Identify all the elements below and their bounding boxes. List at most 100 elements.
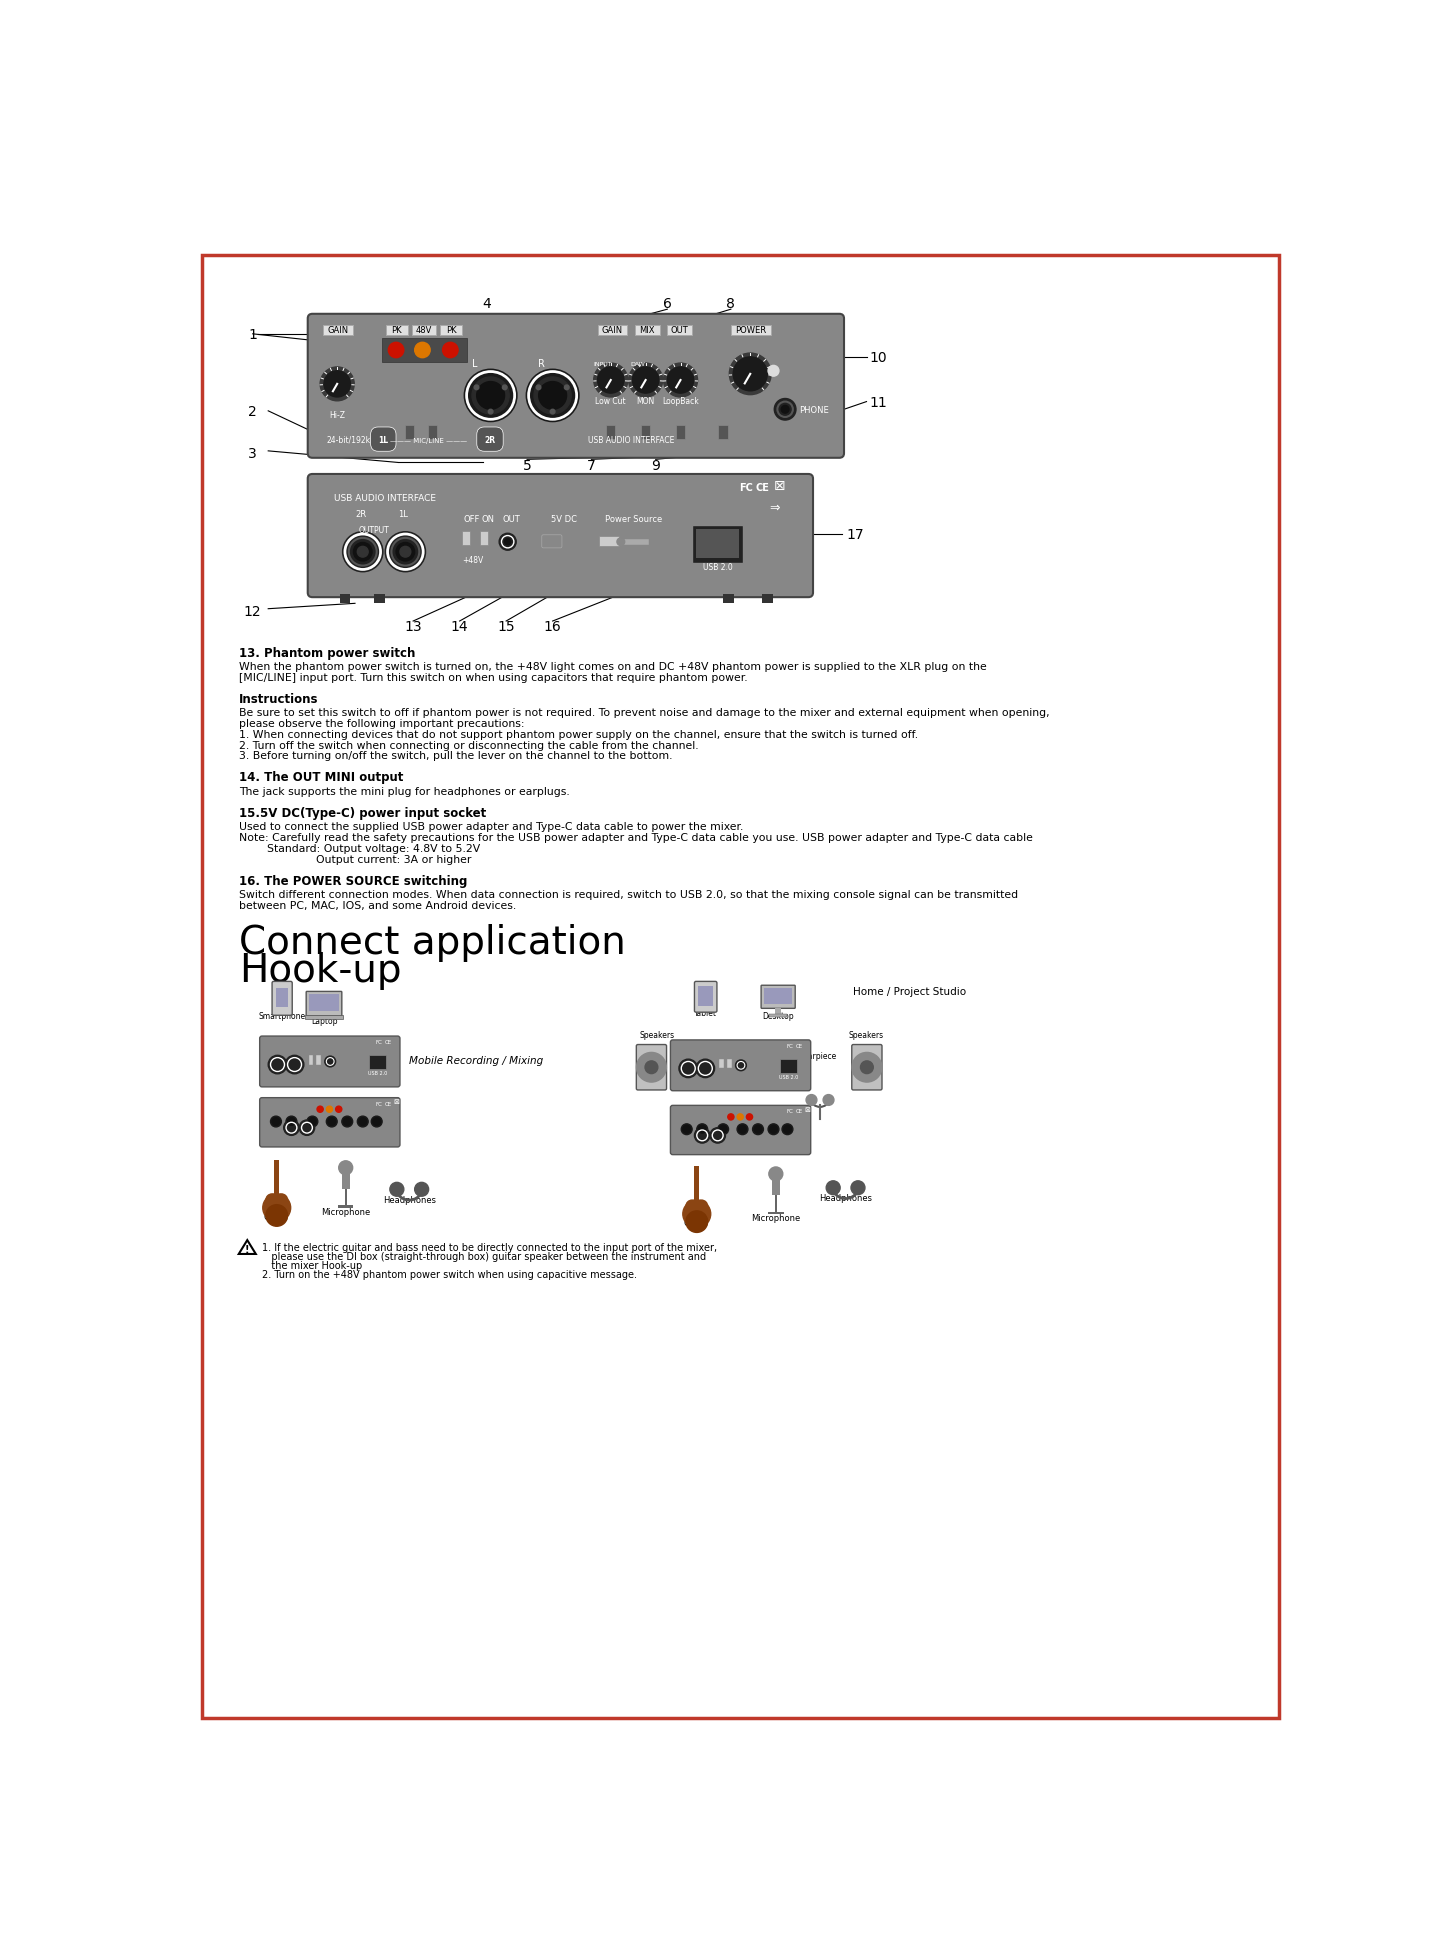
- Bar: [668, 325, 692, 336]
- Bar: [600, 538, 618, 547]
- Text: ⊠: ⊠: [393, 1099, 400, 1105]
- Circle shape: [663, 364, 698, 397]
- Circle shape: [266, 1204, 288, 1226]
- Circle shape: [598, 368, 624, 393]
- Text: Hi-Z: Hi-Z: [329, 411, 345, 420]
- Circle shape: [263, 1195, 290, 1222]
- Bar: [769, 1015, 788, 1017]
- Text: 6: 6: [663, 297, 672, 311]
- Circle shape: [783, 1126, 792, 1134]
- Text: INPUT: INPUT: [594, 362, 613, 366]
- Text: CE: CE: [386, 1101, 393, 1107]
- FancyBboxPatch shape: [308, 315, 844, 459]
- Circle shape: [270, 1116, 282, 1128]
- Text: 1. If the electric guitar and bass need to be directly connected to the input po: 1. If the electric guitar and bass need …: [262, 1241, 717, 1251]
- Text: LoopBack: LoopBack: [662, 397, 699, 407]
- Bar: [340, 594, 350, 604]
- Circle shape: [733, 358, 767, 391]
- Text: Guitar: Guitar: [263, 1212, 290, 1222]
- Text: 10: 10: [870, 350, 887, 366]
- Circle shape: [698, 1126, 707, 1134]
- Circle shape: [342, 532, 383, 573]
- Circle shape: [824, 1095, 834, 1107]
- FancyBboxPatch shape: [306, 991, 342, 1017]
- Circle shape: [681, 1124, 692, 1136]
- Circle shape: [683, 1126, 691, 1134]
- Text: Power Source: Power Source: [605, 514, 663, 524]
- Text: ⊠: ⊠: [805, 1107, 811, 1112]
- Circle shape: [718, 1124, 728, 1136]
- Bar: [698, 987, 712, 1007]
- Circle shape: [324, 371, 350, 397]
- Text: 5V DC: 5V DC: [551, 514, 577, 524]
- Circle shape: [686, 1212, 708, 1234]
- Text: 15.5V DC(Type-C) power input socket: 15.5V DC(Type-C) power input socket: [238, 805, 486, 819]
- Bar: [338, 1206, 354, 1208]
- FancyBboxPatch shape: [260, 1036, 400, 1087]
- Text: Instructions: Instructions: [238, 692, 318, 706]
- Text: 1L: 1L: [379, 436, 389, 444]
- Text: GAIN: GAIN: [328, 326, 348, 336]
- Circle shape: [737, 1124, 749, 1136]
- Text: 48V: 48V: [416, 326, 432, 336]
- Circle shape: [400, 547, 410, 557]
- Circle shape: [633, 368, 659, 393]
- Text: FC: FC: [376, 1101, 383, 1107]
- Text: Home / Project Studio: Home / Project Studio: [853, 985, 965, 997]
- Text: 1. When connecting devices that do not support phantom power supply on the chann: 1. When connecting devices that do not s…: [238, 729, 918, 739]
- Text: Microphone: Microphone: [751, 1214, 801, 1222]
- Text: ON: ON: [481, 514, 494, 524]
- Circle shape: [851, 1181, 866, 1195]
- FancyBboxPatch shape: [272, 981, 292, 1017]
- Text: OUT: OUT: [670, 326, 689, 336]
- Text: OFF: OFF: [464, 514, 480, 524]
- Circle shape: [504, 540, 510, 545]
- Text: Laptop: Laptop: [311, 1017, 337, 1026]
- Bar: [676, 426, 685, 440]
- Circle shape: [354, 543, 371, 561]
- Circle shape: [473, 377, 509, 414]
- Bar: [412, 325, 436, 336]
- FancyBboxPatch shape: [542, 536, 562, 549]
- Text: Low Cut: Low Cut: [595, 397, 626, 407]
- Text: PK: PK: [447, 326, 457, 336]
- Circle shape: [754, 1126, 762, 1134]
- Circle shape: [308, 1118, 316, 1126]
- Circle shape: [738, 1126, 747, 1134]
- Circle shape: [327, 1107, 332, 1112]
- Bar: [480, 532, 487, 545]
- Text: Guitar: Guitar: [683, 1218, 709, 1228]
- Text: POWER: POWER: [736, 326, 767, 336]
- Bar: [441, 325, 462, 336]
- Bar: [309, 995, 338, 1013]
- Circle shape: [535, 377, 571, 414]
- Bar: [324, 325, 353, 336]
- Bar: [374, 594, 386, 604]
- Text: PK: PK: [392, 326, 402, 336]
- Text: DAW: DAW: [630, 362, 646, 366]
- Text: CE: CE: [386, 1040, 393, 1044]
- Circle shape: [526, 369, 579, 422]
- Circle shape: [668, 368, 694, 393]
- Circle shape: [386, 532, 425, 573]
- Circle shape: [720, 1126, 727, 1134]
- Circle shape: [272, 1118, 280, 1126]
- Circle shape: [325, 1056, 335, 1067]
- Circle shape: [477, 383, 504, 411]
- FancyBboxPatch shape: [762, 985, 795, 1009]
- Text: L: L: [473, 360, 478, 369]
- Text: 15: 15: [497, 620, 514, 633]
- Text: CE: CE: [756, 483, 770, 493]
- Circle shape: [709, 1128, 725, 1144]
- Bar: [405, 426, 413, 440]
- Circle shape: [775, 399, 796, 420]
- Bar: [695, 1167, 699, 1204]
- Circle shape: [396, 543, 415, 561]
- Circle shape: [488, 411, 493, 414]
- Circle shape: [782, 1124, 793, 1136]
- Circle shape: [283, 1120, 299, 1136]
- Text: Tablet: Tablet: [694, 1009, 717, 1019]
- Text: GAIN: GAIN: [601, 326, 623, 336]
- Text: Connect application: Connect application: [238, 923, 626, 962]
- Circle shape: [373, 1118, 380, 1126]
